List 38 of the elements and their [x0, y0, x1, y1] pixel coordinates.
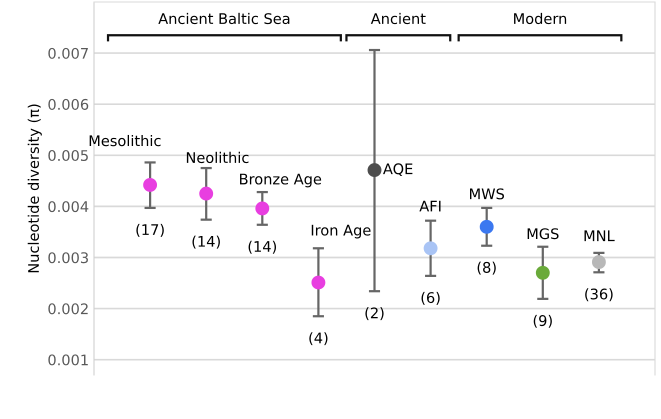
point — [143, 178, 158, 192]
point — [424, 241, 438, 256]
y-tick-label: 0.002 — [48, 303, 88, 314]
point — [536, 266, 550, 280]
y-axis-title: Nucleotide diversity (π) — [28, 104, 42, 272]
y-tick-label: 0.006 — [48, 98, 88, 110]
annotation: (14) — [192, 236, 220, 249]
text: MGS — [528, 228, 559, 240]
annotation: (36) — [585, 288, 613, 302]
annotation: (8) — [478, 262, 496, 275]
point — [592, 255, 606, 270]
series-label: AQE — [383, 163, 412, 176]
y-tick-label: 0.001 — [48, 354, 88, 366]
point — [368, 163, 382, 178]
y-tick-label: 0.003 — [48, 252, 88, 264]
annotation: (14) — [248, 240, 276, 254]
series-label: Bronze Age — [240, 174, 322, 188]
annotation: (17) — [136, 224, 164, 237]
point — [311, 276, 326, 290]
y-tick-label: 0.004 — [48, 201, 88, 212]
annotation: Ancient — [370, 12, 426, 24]
text: Iron Age — [312, 224, 371, 238]
y-tick-label: 0.007 — [48, 48, 88, 59]
y-tick-label: 0.005 — [48, 150, 88, 162]
text: AFI — [419, 200, 440, 212]
annotation: (6) — [422, 292, 440, 305]
annotation: Modern — [514, 12, 566, 24]
series-label: MWS — [470, 188, 504, 200]
text: Mesolithic — [90, 134, 161, 146]
annotation: (4) — [309, 332, 328, 346]
annotation: (2) — [365, 307, 384, 320]
annotation: (9) — [534, 314, 552, 328]
point — [480, 220, 494, 234]
annotation: Ancient Baltic Sea — [158, 12, 290, 24]
text: Neolithic — [186, 152, 248, 164]
point — [199, 186, 214, 201]
point — [255, 201, 270, 216]
series-label: MNL — [584, 230, 615, 242]
